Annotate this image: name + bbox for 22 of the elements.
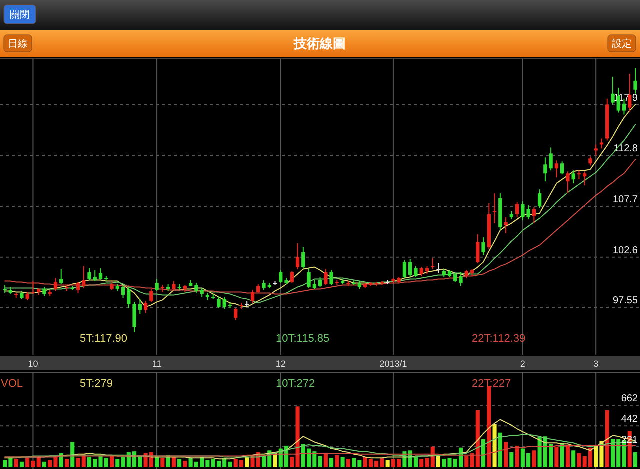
x-tick-label: 3 — [594, 359, 599, 369]
y-tick-label: 102.6 — [612, 245, 638, 256]
text: 10T:115.85 — [276, 333, 330, 345]
legend-title: VOL — [1, 378, 24, 390]
text: 22T:227 — [472, 378, 512, 390]
text: 關閉 — [10, 10, 30, 21]
y-tick-label: 107.7 — [612, 194, 638, 206]
chart-title: 技術線圖 — [293, 36, 346, 51]
x-tick-label: 11 — [152, 359, 162, 369]
text: 設定 — [612, 38, 632, 50]
text: 日線 — [8, 39, 28, 50]
x-tick-label: 12 — [276, 359, 286, 369]
y-tick-label: 97.55 — [612, 296, 638, 307]
y-tick-label: 662 — [621, 394, 638, 405]
y-tick-label: 442 — [621, 414, 638, 426]
text: 10T:272 — [276, 378, 316, 390]
text: 5T:279 — [80, 378, 114, 390]
text: 5T:117.90 — [80, 333, 128, 345]
x-tick-label: 2013/1 — [380, 359, 408, 369]
text: 22T:112.39 — [472, 333, 526, 345]
x-tick-label: 2 — [520, 359, 526, 369]
x-tick-label: 10 — [28, 359, 38, 369]
